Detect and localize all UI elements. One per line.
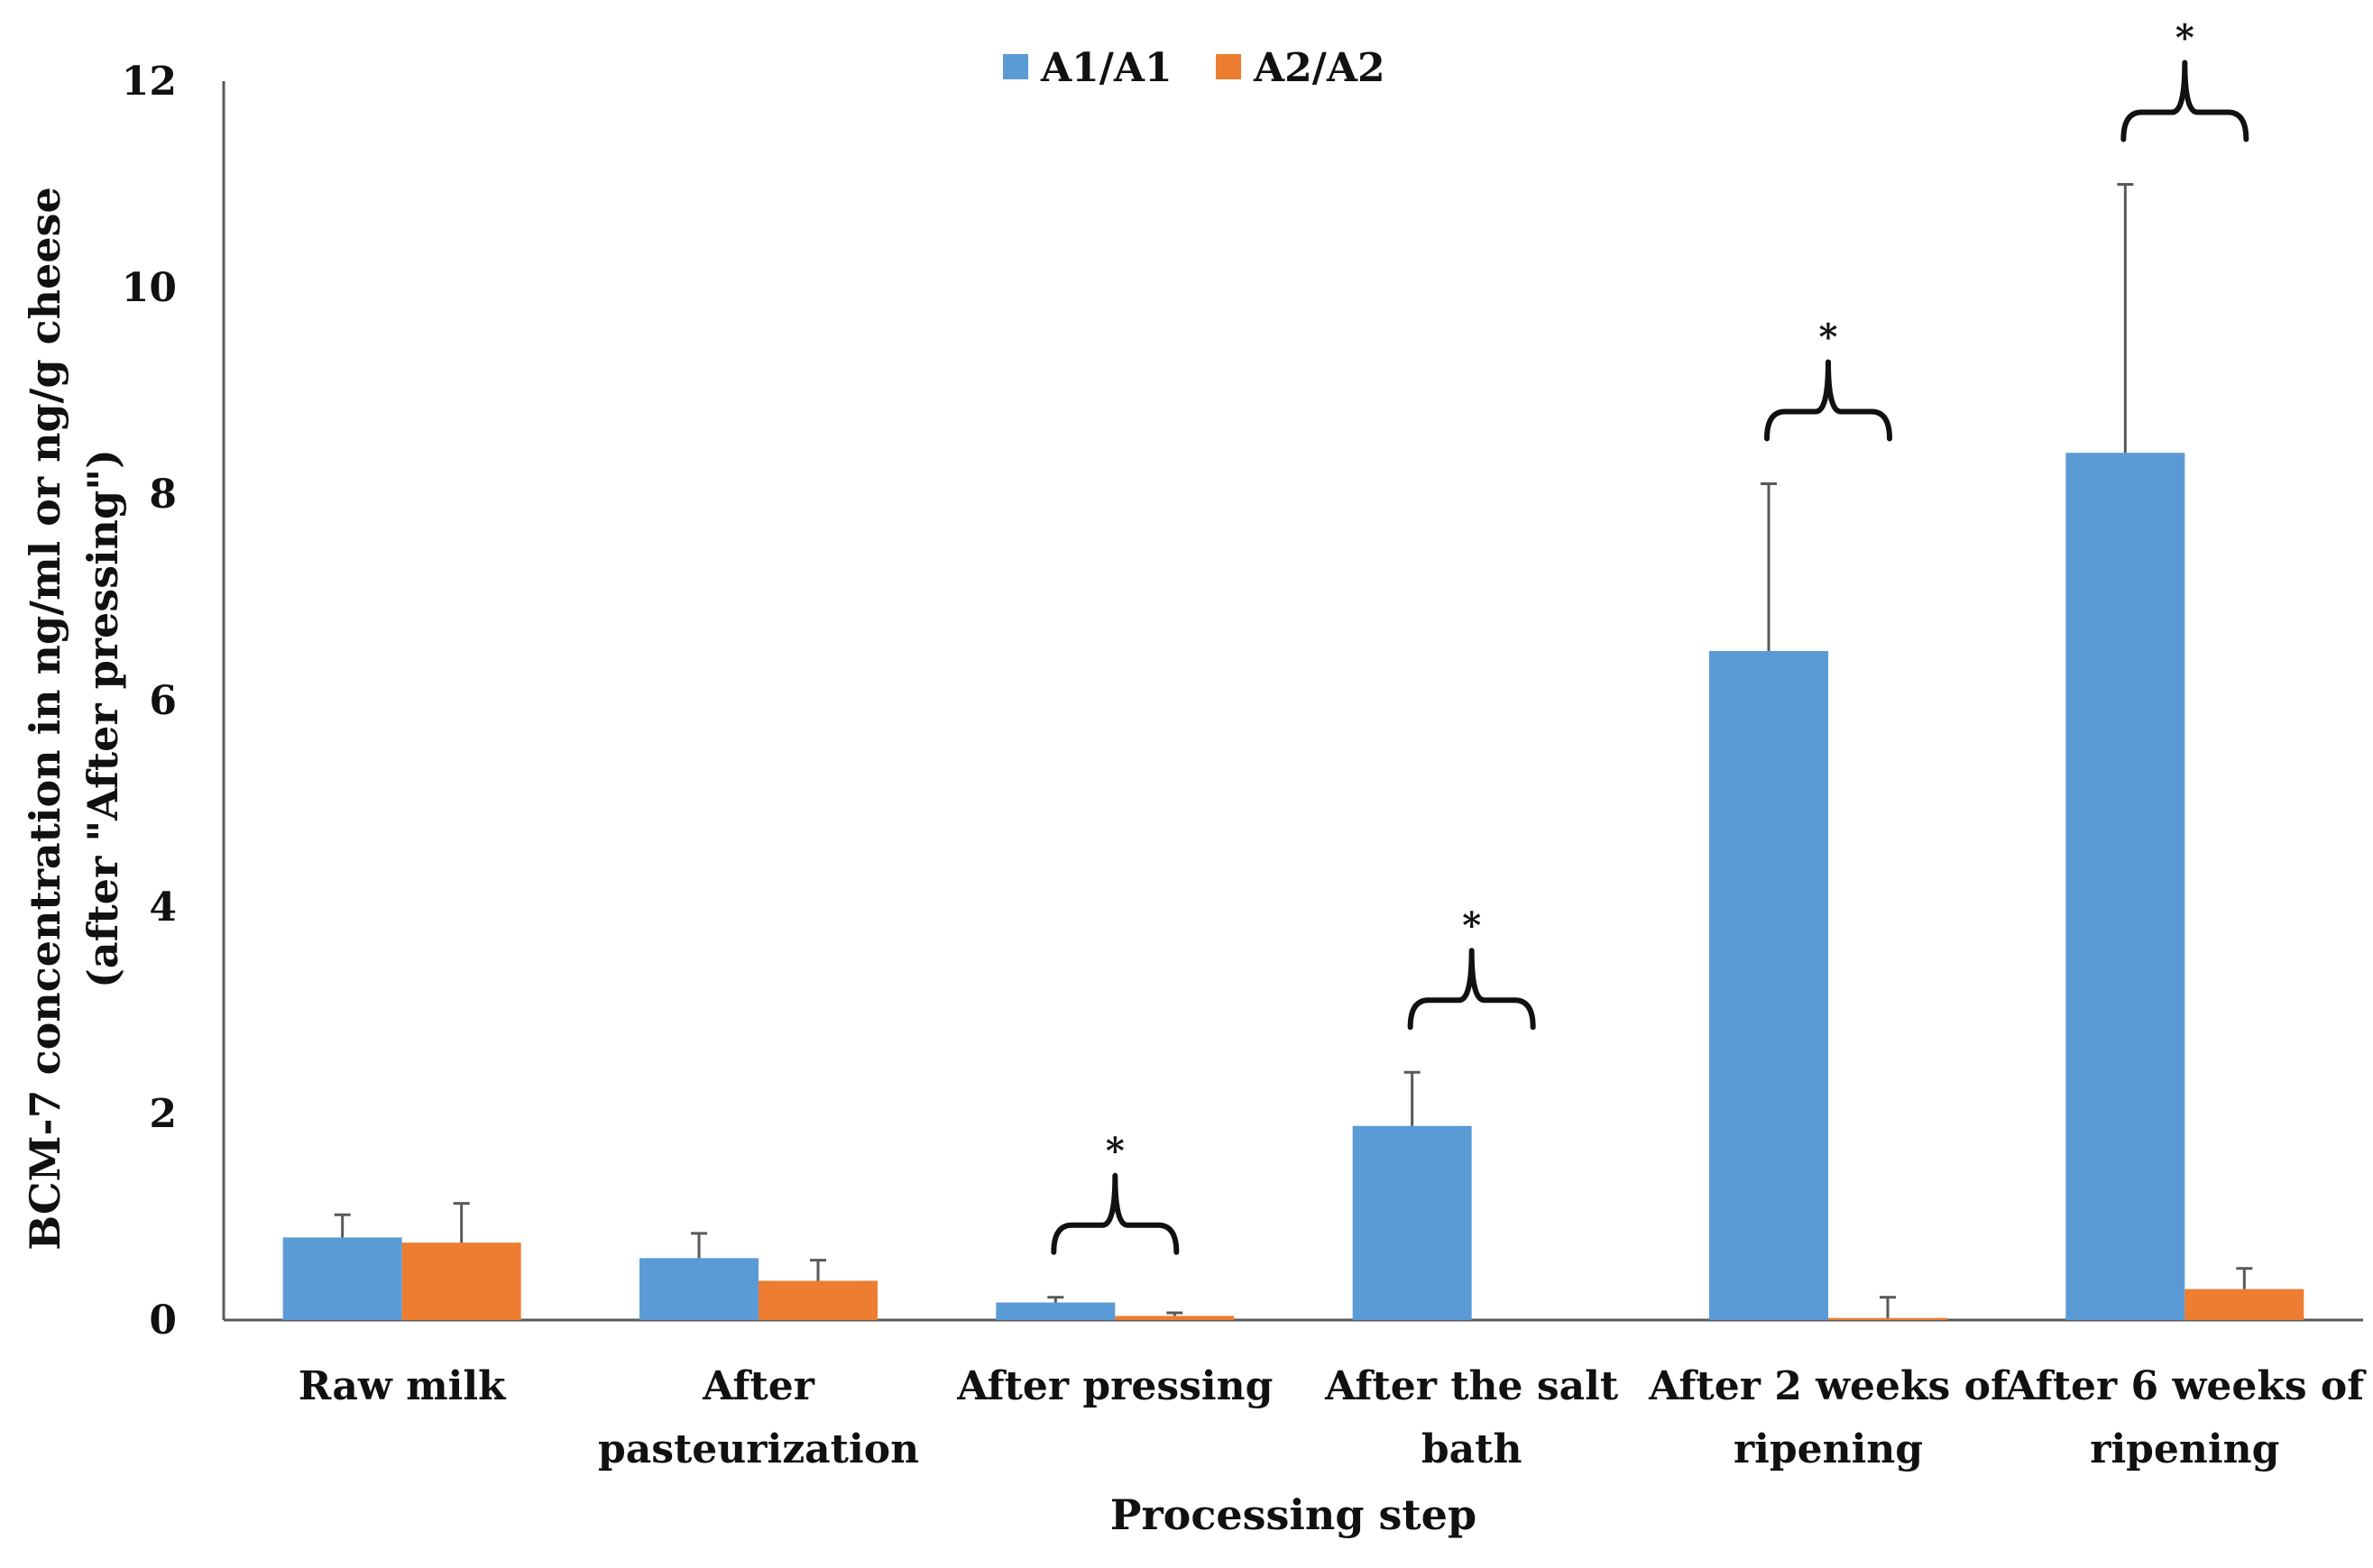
significance-star: * (1819, 316, 1838, 359)
legend-label: A2/A2 (1253, 45, 1385, 91)
x-category-label: Raw milk (299, 1363, 507, 1409)
significance-star: * (2175, 17, 2194, 60)
x-category-label: After pressing (956, 1363, 1273, 1409)
bar-a1-a1-5 (2065, 453, 2185, 1320)
labels-group: * * * * Raw milk After pasteurization After pre… (21, 17, 2367, 1540)
significance-star: * (1462, 904, 1481, 947)
y-tick-label: 8 (149, 472, 177, 518)
y-tick-label: 10 (122, 265, 177, 311)
significance-brace (1407, 948, 1536, 1031)
x-category-label: ripening (1734, 1426, 1923, 1472)
bars-group (282, 183, 2304, 1320)
bar-a1-a1-0 (282, 1237, 402, 1320)
legend-label: A1/A1 (1040, 45, 1173, 91)
x-category-label: After 6 weeks of (2004, 1363, 2367, 1409)
y-tick-label: 2 (149, 1091, 177, 1137)
bar-a2-a2-1 (759, 1280, 878, 1320)
significance-brace (2120, 60, 2249, 142)
significance-star: * (1106, 1130, 1125, 1172)
y-tick-label: 4 (149, 885, 177, 931)
bar-a2-a2-5 (2184, 1288, 2304, 1320)
legend-swatch-a2-a2 (1216, 54, 1241, 79)
y-tick-label: 0 (149, 1297, 177, 1343)
bar-a1-a1-2 (996, 1302, 1116, 1320)
y-tick-label: 12 (122, 59, 177, 105)
y-tick-label: 6 (149, 678, 177, 724)
y-axis-title: BCM-7 concentration in ng/ml or ng/g che… (21, 187, 69, 1251)
x-category-label: bath (1421, 1426, 1522, 1472)
x-category-label: After the salt (1324, 1363, 1619, 1409)
legend-swatch-a1-a1 (1003, 54, 1028, 79)
significance-brace (1764, 359, 1892, 442)
x-category-label: After 2 weeks of (1648, 1363, 2010, 1409)
axes: 0 2 4 6 8 10 12 (122, 59, 2363, 1343)
x-category-label: After (702, 1363, 815, 1409)
x-category-label: ripening (2090, 1426, 2279, 1472)
bar-a1-a1-1 (639, 1258, 759, 1320)
bar-a1-a1-3 (1352, 1125, 1472, 1320)
y-axis-title-line2: (after "After pressing") (78, 449, 127, 988)
bar-a1-a1-4 (1709, 651, 1828, 1320)
bar-a2-a2-4 (1828, 1317, 1947, 1320)
bar-a2-a2-2 (1115, 1316, 1235, 1320)
bar-a2-a2-0 (401, 1242, 521, 1320)
legend: A1/A1 A2/A2 (1003, 45, 1385, 91)
significance-brace (1051, 1172, 1180, 1255)
x-category-label: pasteurization (598, 1426, 919, 1472)
x-axis-title: Processing step (1110, 1490, 1476, 1539)
